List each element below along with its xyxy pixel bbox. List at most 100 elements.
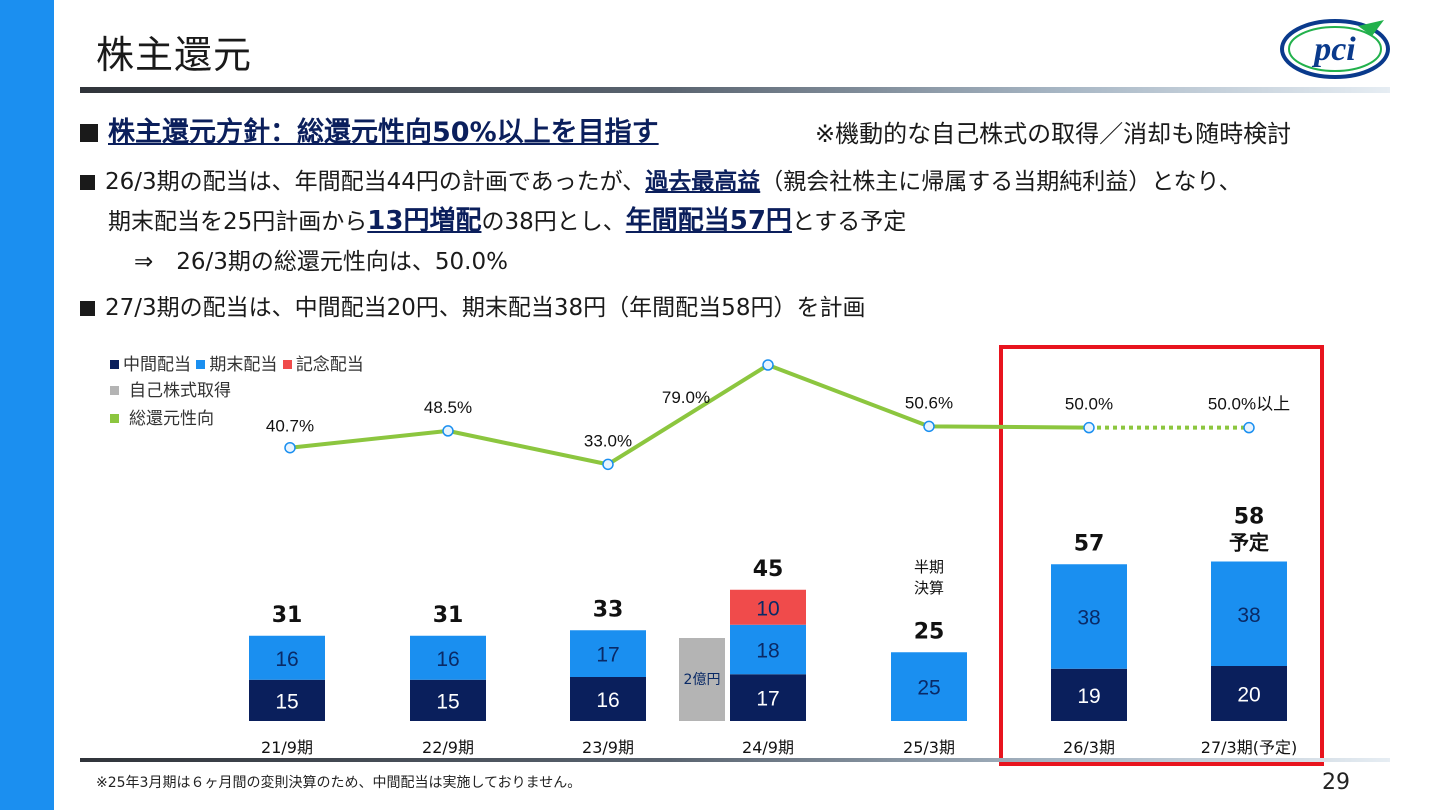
bar-total-label: 58	[1234, 505, 1265, 530]
bar-memorial-label: 10	[756, 597, 779, 620]
bar-interim-label: 20	[1237, 684, 1260, 707]
bar-interim-label: 15	[436, 690, 459, 713]
bullet-text: とする予定	[791, 209, 907, 235]
x-tick-label: 23/9期	[582, 738, 634, 757]
bar-total-suffix: 予定	[1229, 531, 1269, 555]
bar-yearend-label: 16	[275, 648, 298, 671]
ratio-label: 50.0%以上	[1208, 395, 1290, 414]
bar-interim	[1051, 668, 1127, 721]
x-tick-label: 27/3期(予定)	[1201, 738, 1297, 757]
ratio-label: 50.0%	[1065, 395, 1113, 414]
bar-interim	[730, 674, 806, 721]
bar-total-label: 33	[593, 597, 624, 622]
bullet-text: （親会社株主に帰属する当期純利益）となり、	[760, 169, 1242, 195]
semi-annual-note: 半期	[914, 558, 944, 576]
ratio-label: 50.6%	[905, 393, 953, 412]
legend-memorial-label: 記念配当	[295, 355, 364, 375]
legend-row-1: 中間配当 期末配当 記念配当	[110, 350, 364, 375]
bar-interim-label: 16	[596, 689, 619, 712]
x-tick-label: 26/3期	[1063, 738, 1115, 757]
bar-yearend-label: 18	[756, 640, 779, 663]
legend-buyback-label: 自己株式取得	[129, 381, 231, 401]
highlight-box	[999, 345, 1324, 766]
ratio-point	[602, 458, 614, 471]
bullet-line-1: 26/3期の配当は、年間配当44円の計画であったが、過去最高益（親会社株主に帰属…	[80, 162, 1242, 196]
bar-yearend	[570, 630, 646, 677]
bar-interim	[249, 679, 325, 721]
ratio-label: 79.0%	[662, 388, 710, 407]
emphasis-text: 13円増配	[367, 206, 482, 236]
pci-logo-icon: pci	[1280, 19, 1390, 79]
bar-interim	[410, 679, 486, 721]
bar-total-label: 57	[1074, 531, 1105, 556]
ratio-point	[1243, 421, 1255, 434]
bar-yearend-label: 17	[596, 644, 619, 667]
bullet-square-icon	[80, 301, 95, 316]
x-tick-label: 24/9期	[742, 738, 794, 757]
x-tick-label: 22/9期	[422, 738, 474, 757]
bar-buyback-label: 2億円	[684, 672, 721, 688]
legend-interim-swatch	[110, 360, 119, 369]
legend-interim-label: 中間配当	[123, 355, 191, 375]
bullet-line-1c: ⇒ 26/3期の総還元性向は、50.0%	[134, 249, 508, 275]
bar-interim	[570, 677, 646, 721]
legend-row-3: 総還元性向	[110, 404, 214, 429]
bar-interim-label: 19	[1077, 685, 1100, 708]
bar-total-label: 45	[753, 557, 784, 582]
legend-row-2: 自己株式取得	[110, 376, 231, 401]
bar-yearend	[1051, 564, 1127, 669]
policy-note: ※機動的な自己株式の取得／消却も随時検討	[815, 120, 1292, 148]
bar-yearend-label: 38	[1237, 604, 1260, 627]
bar-yearend	[249, 635, 325, 680]
ratio-point	[923, 420, 935, 433]
bullet-text: 26/3期の配当は、年間配当44円の計画であったが、	[105, 169, 646, 195]
bullet-line-1b: 期末配当を25円計画から13円増配の38円とし、年間配当57円とする予定	[108, 200, 906, 237]
bar-yearend	[730, 624, 806, 675]
page-number: 29	[1322, 770, 1350, 795]
bar-yearend-label: 16	[436, 648, 459, 671]
legend-yearend-swatch	[196, 360, 206, 369]
ratio-label: 33.0%	[584, 431, 632, 450]
ratio-point	[762, 359, 774, 371]
bar-yearend	[891, 652, 967, 721]
page-title: 株主還元	[96, 33, 253, 77]
bullet-square-icon	[80, 175, 95, 190]
ratio-point	[1083, 421, 1095, 434]
bullet-line-2: 27/3期の配当は、中間配当20円、期末配当38円（年間配当58円）を計画	[80, 288, 865, 322]
legend-yearend-label: 期末配当	[209, 355, 278, 375]
bar-interim-label: 15	[275, 690, 298, 713]
bar-yearend-label: 25	[917, 677, 940, 700]
bar-total-label: 31	[433, 603, 464, 628]
ratio-line	[289, 363, 1090, 467]
footnote: ※25年3月期は６ヶ月間の変則決算のため、中間配当は実施しておりません。	[96, 775, 582, 791]
footer-divider	[80, 758, 1390, 762]
svg-text:pci: pci	[1311, 31, 1356, 68]
bar-yearend	[1211, 561, 1287, 666]
sidebar-accent-bar	[0, 0, 54, 810]
policy-label: 株主還元方針：総還元性向50%以上を目指す	[108, 117, 659, 148]
bar-memorial	[730, 589, 806, 625]
legend-memorial-swatch	[282, 360, 292, 369]
emphasis-text: 年間配当57円	[625, 206, 792, 236]
bullet-text: の38円とし、	[481, 209, 626, 235]
x-tick-label: 21/9期	[261, 738, 313, 757]
legend-ratio-swatch	[110, 414, 119, 423]
emphasis-text: 過去最高益	[645, 169, 761, 195]
bar-yearend-label: 38	[1077, 607, 1100, 630]
semi-annual-note: 決算	[914, 579, 944, 597]
bullet-text: 期末配当を25円計画から	[108, 209, 368, 235]
ratio-label: 48.5%	[424, 398, 472, 417]
bar-interim	[1211, 666, 1287, 721]
ratio-point	[442, 425, 454, 437]
bar-buyback	[679, 638, 725, 721]
header-divider	[80, 87, 1390, 93]
legend-buyback-swatch	[110, 386, 119, 395]
bar-yearend	[410, 635, 486, 680]
bullet-text: 27/3期の配当は、中間配当20円、期末配当38円（年間配当58円）を計画	[105, 295, 866, 321]
legend-ratio-label: 総還元性向	[129, 409, 214, 429]
bar-interim-label: 17	[756, 688, 779, 711]
policy-line: 株主還元方針：総還元性向50%以上を目指す	[80, 110, 659, 149]
bullet-square-icon	[80, 124, 98, 142]
bar-total-label: 25	[914, 619, 945, 644]
